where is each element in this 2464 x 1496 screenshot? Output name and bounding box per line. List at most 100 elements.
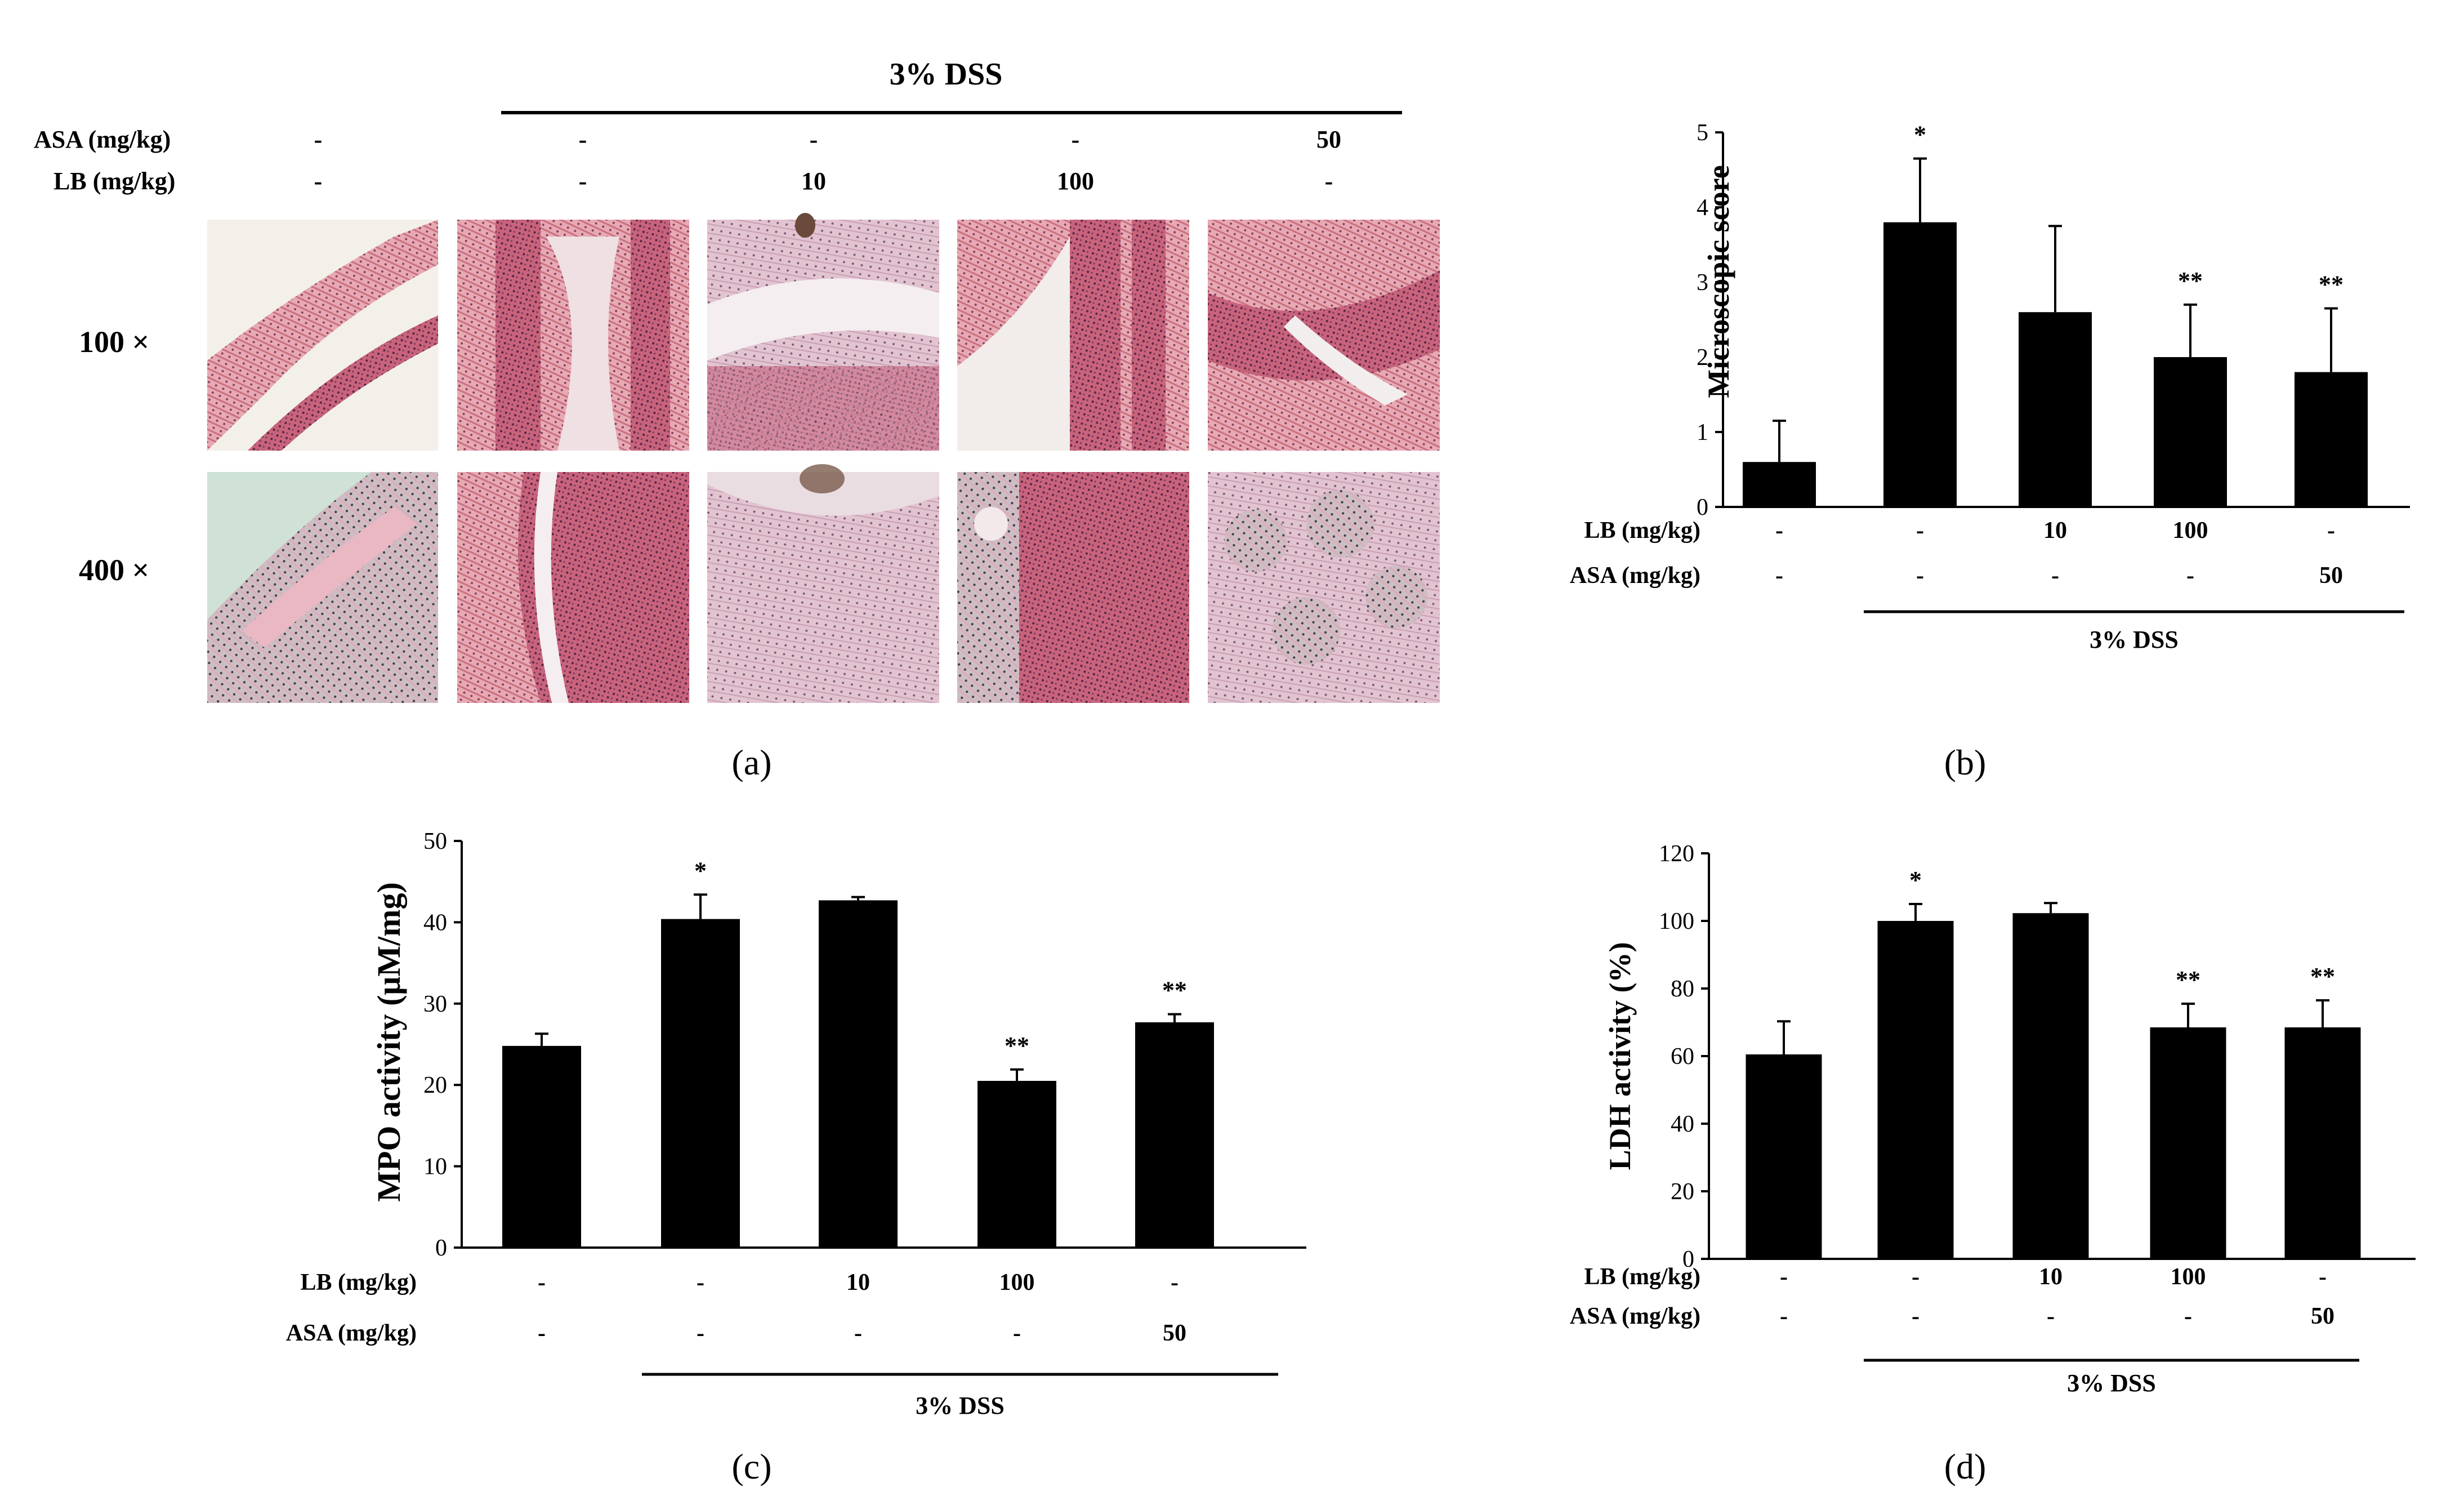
y-tick-label: 4 (1697, 195, 1708, 221)
treatment-value: - (1013, 1320, 1021, 1346)
treatment-value: 100 (2173, 518, 2208, 544)
bar (2284, 1027, 2361, 1259)
lb-value: - (314, 167, 323, 195)
bar (977, 1080, 1056, 1248)
y-tick-label: 0 (1682, 1246, 1694, 1272)
treatment-value: - (538, 1320, 546, 1346)
histology-row-400x (207, 464, 1440, 703)
treatment-row-label: LB (mg/kg) (1584, 1264, 1700, 1290)
panel-a: 3% DSS ASA (mg/kg) LB (mg/kg) - - - - 50… (34, 57, 1440, 782)
y-tick-label: 0 (435, 1235, 447, 1261)
y-tick-label: 0 (1697, 495, 1708, 520)
treatment-value: - (1775, 563, 1783, 589)
lb-value: 10 (801, 167, 826, 195)
y-tick-label: 40 (1671, 1111, 1694, 1137)
y-tick-label: 120 (1659, 841, 1694, 867)
treatment-value: - (1780, 1264, 1788, 1290)
bar (661, 919, 740, 1248)
panel-caption: (b) (1944, 742, 1987, 782)
magnification-400x: 400 × (79, 553, 149, 587)
asa-value: 50 (1316, 126, 1341, 153)
treatment-row-label: ASA (mg/kg) (1570, 1303, 1700, 1329)
treatment-value: - (2319, 1264, 2327, 1290)
y-axis-label: Microscopic score (1702, 165, 1735, 398)
treatment-value: 50 (2319, 563, 2343, 589)
treatment-value: 10 (2039, 1264, 2063, 1290)
treatment-value: - (2051, 563, 2059, 589)
asa-value: - (810, 126, 818, 153)
bar (819, 900, 898, 1248)
lb-value: 100 (1057, 167, 1094, 195)
micrograph-dss-100x (457, 220, 689, 451)
treatment-row-label: ASA (mg/kg) (1570, 563, 1700, 589)
treatment-row-label: LB (mg/kg) (1584, 518, 1700, 544)
treatment-value: - (1171, 1270, 1179, 1295)
y-tick-label: 1 (1697, 420, 1708, 446)
significance-marker: * (1909, 866, 1922, 894)
micrograph-dss-400x (457, 472, 689, 703)
y-tick-label: 60 (1671, 1044, 1694, 1070)
y-tick-label: 2 (1697, 345, 1708, 371)
y-tick-label: 3 (1697, 270, 1708, 296)
treatment-row-label: ASA (mg/kg) (286, 1320, 417, 1346)
treatment-value: - (1780, 1303, 1788, 1329)
micrograph-lb10-400x (707, 464, 939, 703)
dss-condition-label: 3% DSS (2067, 1369, 2156, 1397)
dss-condition-label: 3% DSS (916, 1392, 1005, 1419)
significance-marker: ** (2176, 966, 2200, 994)
bar (502, 1045, 581, 1248)
treatment-row-label: LB (mg/kg) (300, 1270, 417, 1295)
treatment-value: - (1912, 1303, 1920, 1329)
significance-marker: ** (1162, 977, 1187, 1004)
treatment-value: 50 (1163, 1320, 1186, 1346)
y-tick-label: 20 (423, 1072, 447, 1098)
bar (2295, 372, 2368, 507)
panel-caption: (c) (731, 1446, 771, 1486)
asa-value: - (1072, 126, 1080, 153)
bar (1135, 1022, 1214, 1248)
lb-row-label: LB (mg/kg) (53, 167, 175, 195)
treatment-value: - (1912, 1264, 1920, 1290)
treatment-value: - (854, 1320, 862, 1346)
significance-marker: * (694, 857, 707, 884)
bar (1877, 921, 1954, 1259)
magnification-100x: 100 × (79, 325, 149, 359)
y-tick-label: 80 (1671, 976, 1694, 1002)
treatment-value: - (2047, 1303, 2055, 1329)
asa-value: - (314, 126, 323, 153)
treatment-value: - (538, 1270, 546, 1295)
treatment-value: - (1775, 518, 1783, 544)
significance-marker: ** (2319, 271, 2344, 299)
bar (2019, 312, 2092, 507)
y-tick-label: 40 (423, 910, 447, 936)
panel-a-caption: (a) (731, 742, 771, 782)
asa-row-values: - - - - 50 (314, 126, 1341, 153)
lb-value: - (1325, 167, 1333, 195)
y-axis-label: LDH activity (%) (1603, 942, 1637, 1170)
bar (2012, 913, 2089, 1259)
treatment-value: 50 (2311, 1303, 2334, 1329)
panel-caption: (d) (1944, 1446, 1987, 1486)
significance-marker: * (1914, 121, 1926, 149)
treatment-value: - (2186, 563, 2194, 589)
y-axis-label: MPO activity (μM/mg) (371, 882, 407, 1202)
treatment-value: - (2327, 518, 2335, 544)
dss-condition-label: 3% DSS (890, 57, 1003, 92)
treatment-value: 10 (846, 1270, 870, 1295)
y-tick-label: 20 (1671, 1179, 1694, 1205)
treatment-value: - (697, 1270, 704, 1295)
micrograph-asa50-400x (1208, 472, 1440, 703)
y-tick-label: 100 (1659, 909, 1694, 934)
y-tick-label: 10 (423, 1154, 447, 1180)
micrograph-normal-100x (207, 220, 438, 451)
micrograph-normal-400x (207, 472, 438, 703)
asa-value: - (579, 126, 587, 153)
bar (2150, 1027, 2226, 1259)
micrograph-lb100-400x (957, 472, 1189, 703)
treatment-value: 10 (2043, 518, 2067, 544)
significance-marker: ** (2310, 963, 2335, 990)
